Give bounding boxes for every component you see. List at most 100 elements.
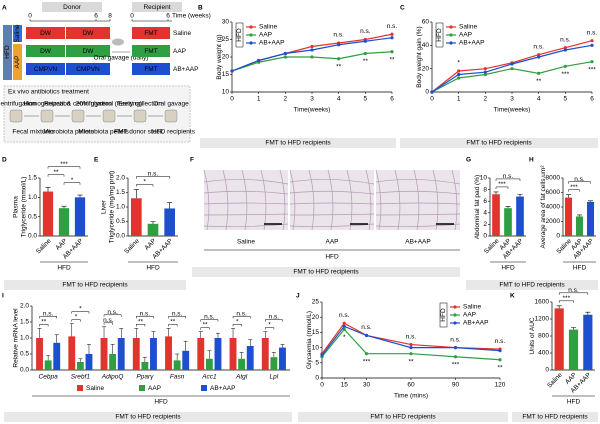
recipient-row-label: FMT — [144, 66, 157, 73]
significance-bracket — [495, 178, 521, 181]
data-point — [453, 346, 458, 350]
cell-outline — [289, 169, 375, 231]
significance-label: * — [343, 334, 346, 341]
data-point — [310, 55, 314, 59]
error-bar — [183, 340, 188, 351]
x-tick-label: 60 — [407, 382, 415, 389]
legend-marker — [449, 33, 453, 37]
timeline-label: 8 — [108, 13, 112, 20]
data-point — [453, 355, 458, 359]
x-tick-label: 4 — [337, 96, 341, 103]
error-bar — [77, 194, 83, 198]
significance-label: ** — [41, 319, 47, 326]
donor-row — [66, 27, 110, 39]
data-point — [498, 349, 502, 353]
footer-band — [298, 412, 508, 422]
y-tick-label: 0 — [483, 233, 487, 240]
bar — [150, 338, 157, 370]
recipient-group: AB+AAP — [173, 66, 198, 73]
error-bar — [215, 332, 220, 338]
significance-bracket — [265, 319, 283, 322]
y-tick-label: 60 — [422, 19, 430, 26]
diet-label: HFD — [4, 45, 11, 59]
significance-label: n.s. — [236, 311, 247, 318]
bar — [586, 201, 595, 236]
y-axis-label: Body weight gain (%) — [416, 26, 423, 87]
step-icon — [102, 109, 116, 123]
error-bar — [231, 328, 236, 338]
x-tick-label: 30 — [363, 382, 371, 389]
y-tick-label: 1.5 — [116, 189, 125, 196]
cell-outline — [289, 169, 375, 231]
significance-label: ** — [408, 358, 414, 365]
x-tick-label: 3 — [510, 96, 514, 103]
recipient-row — [132, 27, 170, 39]
y-tick-label: 0.0 — [20, 367, 29, 374]
data-point — [510, 67, 514, 71]
y-tick-label: 5 — [315, 360, 319, 367]
cell-outline — [375, 169, 461, 231]
error-bar — [588, 200, 593, 202]
significance-label: ** — [203, 322, 209, 329]
significance-label: n.s. — [140, 311, 151, 318]
y-tick-label: 4 — [483, 210, 487, 217]
significance-label: * — [268, 322, 271, 329]
legend-label: AAP — [459, 32, 472, 39]
legend-marker — [249, 33, 253, 37]
error-bar — [133, 189, 139, 199]
bar — [197, 338, 205, 370]
footer: FMT to HFD recipients — [265, 140, 331, 147]
legend-marker — [249, 25, 253, 29]
error-bar — [45, 187, 51, 192]
data-point — [257, 58, 261, 63]
bar — [141, 362, 149, 370]
footer: FMT to HFD recipients — [370, 414, 436, 421]
recipient-row-label: FMT — [144, 30, 157, 37]
x-tick-label: 90 — [452, 382, 460, 389]
x-tick-label: 5 — [564, 96, 568, 103]
y-axis-label: Glycaemia (mmol/L) — [306, 311, 313, 369]
legend-marker — [453, 305, 457, 309]
significance-bracket — [103, 314, 122, 317]
data-point — [320, 353, 324, 357]
data-point — [457, 69, 461, 73]
bar — [238, 358, 246, 370]
data-point — [483, 67, 487, 71]
significance-label: ** — [389, 56, 395, 63]
y-tick-label: 0 — [315, 375, 319, 382]
data-point — [310, 44, 314, 49]
data-point — [590, 60, 594, 64]
significance-label: * — [79, 306, 82, 313]
significance-bracket — [568, 181, 591, 184]
error-bar — [263, 331, 268, 338]
bar — [147, 223, 159, 236]
data-point — [563, 48, 567, 52]
x-tick-label: 1 — [257, 96, 261, 103]
bar — [205, 358, 213, 370]
step-icon — [71, 109, 85, 123]
significance-label: n.s. — [360, 28, 371, 35]
y-tick-label: 1600 — [535, 299, 550, 306]
image-label: AB+AAP — [405, 239, 430, 246]
error-bar — [142, 356, 147, 362]
legend-swatch — [77, 385, 83, 391]
y-tick-label: 10 — [222, 89, 230, 96]
group-label: HFD — [325, 254, 339, 261]
bar — [42, 191, 54, 236]
process-step: Centrifugation — [0, 101, 37, 108]
data-point — [590, 39, 594, 43]
bar — [492, 194, 500, 236]
significance-label: n.s. — [339, 312, 350, 319]
cell-outline — [375, 169, 461, 231]
x-tick-label: 0 — [230, 96, 234, 103]
significance-label: * — [75, 314, 78, 321]
significance-label: * — [236, 319, 239, 326]
data-point — [337, 43, 341, 47]
significance-label: * — [457, 60, 460, 67]
process-item: HFD recipients — [152, 129, 196, 136]
y-tick-label: 8000 — [546, 175, 561, 182]
bar — [109, 354, 117, 370]
legend-label: AAP — [259, 32, 272, 39]
panel-letter: K — [510, 293, 515, 300]
y-tick-label: 400 — [538, 350, 549, 357]
